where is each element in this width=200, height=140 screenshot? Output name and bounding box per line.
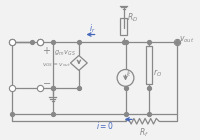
Text: $v_{GS}{=}v_{out}$: $v_{GS}{=}v_{out}$	[42, 61, 71, 69]
Text: $g_m\,v_{GS}$: $g_m\,v_{GS}$	[54, 49, 76, 58]
Bar	[146, 46, 152, 84]
Text: $R_f$: $R_f$	[139, 127, 149, 139]
Text: $+$: $+$	[42, 45, 51, 56]
Text: $-$: $-$	[42, 77, 51, 87]
Text: $v_{out}$: $v_{out}$	[179, 35, 194, 45]
Bar	[120, 18, 127, 35]
Text: $i_r$: $i_r$	[89, 23, 95, 35]
Text: $i{=}0$: $i{=}0$	[96, 120, 114, 131]
Text: $r_O$: $r_O$	[153, 67, 162, 79]
Text: $R_D$: $R_D$	[127, 11, 139, 24]
Text: $i_t$: $i_t$	[126, 69, 132, 79]
